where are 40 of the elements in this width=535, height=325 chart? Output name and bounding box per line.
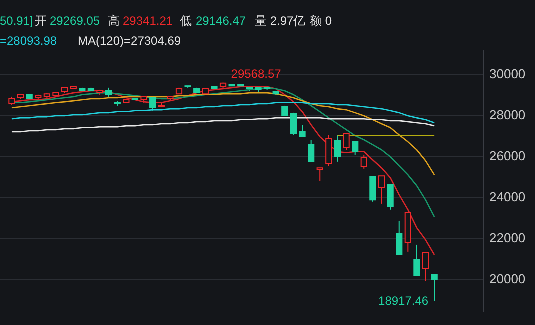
text: 29146.47: [196, 14, 246, 28]
text: 低: [180, 14, 192, 28]
candlestick: [308, 140, 315, 162]
candlestick: [316, 168, 324, 182]
text: 50.91]: [0, 14, 34, 28]
candlestick: [387, 184, 394, 210]
candlestick: [334, 134, 342, 162]
y-tick-label: 28000: [490, 107, 526, 122]
y-tick-label: 26000: [490, 148, 526, 164]
y-tick-label: 24000: [490, 189, 526, 204]
candlestick: [370, 176, 376, 202]
candlestick: [352, 140, 359, 156]
text: 量 2.97亿: [255, 14, 306, 28]
text: 开: [35, 14, 47, 28]
candlestick: [422, 252, 430, 282]
line-series: [11, 92, 436, 176]
candlestick: [106, 87, 112, 98]
y-tick-label: 30000: [490, 66, 526, 82]
candlestick: [414, 244, 420, 276]
candlestick: [150, 96, 156, 112]
text: MA(120)=27304.69: [78, 34, 182, 48]
annotation: 18917.46: [378, 294, 429, 308]
candlestick: [378, 176, 386, 204]
line-series: [11, 117, 436, 133]
candlestick: [360, 154, 368, 170]
candlestick: [343, 132, 350, 151]
line-series: [11, 102, 436, 124]
candlestick: [299, 124, 306, 138]
text: 高: [108, 14, 120, 28]
candlestick: [282, 105, 288, 117]
candlestick: [290, 112, 298, 136]
y-tick-label: 22000: [490, 230, 526, 246]
candlestick: [396, 220, 403, 256]
candlestick: [431, 274, 438, 302]
annotation: 29568.57: [231, 66, 282, 81]
text: 额 0: [310, 14, 332, 28]
text: =28093.98: [0, 34, 58, 48]
text: 29269.05: [50, 14, 100, 28]
y-tick-label: 20000: [490, 271, 526, 286]
text: 29341.21: [123, 14, 174, 28]
